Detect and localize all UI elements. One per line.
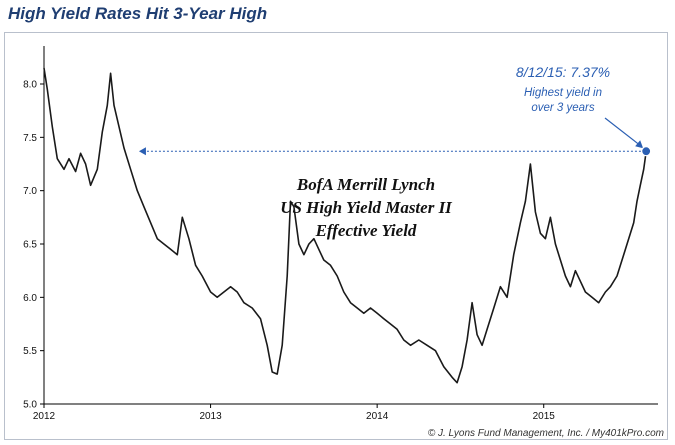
annotation-line: over 3 years (531, 102, 595, 114)
chart-panel (4, 32, 668, 440)
annotation-arrow-head (635, 140, 644, 149)
chart-title: High Yield Rates Hit 3-Year High (8, 4, 268, 23)
annotation: 8/12/15: 7.37% Highest yield in over 3 yea… (516, 64, 652, 157)
annotation-headline: 8/12/15: 7.37% (516, 64, 610, 80)
reference-line-group (138, 147, 642, 156)
highlight-point (641, 146, 652, 157)
series-label-line: US High Yield Master II (280, 198, 453, 217)
reference-arrow-head (138, 147, 146, 156)
y-tick-label: 6.0 (23, 293, 37, 304)
x-tick-label: 2012 (33, 411, 56, 422)
x-tick-label: 2014 (366, 411, 389, 422)
y-tick-label: 5.5 (23, 346, 37, 357)
series-label-line: BofA Merrill Lynch (296, 175, 435, 194)
series-lines (43, 67, 647, 384)
x-tick-label: 2015 (533, 411, 556, 422)
annotation-line: Highest yield in (524, 87, 602, 99)
y-tick-label: 7.0 (23, 186, 37, 197)
series-label-line: Effective Yield (315, 221, 417, 240)
tick-labels: 5.0 5.5 6.0 6.5 7.0 7.5 8.0 2012 2013 2014 2015 (23, 80, 555, 423)
axes (43, 46, 658, 405)
y-tick-label: 6.5 (23, 240, 37, 251)
y-tick-label: 8.0 (23, 80, 37, 91)
series-line (43, 67, 647, 384)
annotation-arrow (604, 117, 642, 147)
y-tick-label: 7.5 (23, 133, 37, 144)
y-tick-label: 5.0 (23, 400, 37, 411)
x-tick-label: 2013 (199, 411, 222, 422)
credit-text: © J. Lyons Fund Management, Inc. / My401… (428, 428, 664, 439)
series-label: BofA Merrill Lynch US High Yield Master I… (280, 175, 453, 240)
